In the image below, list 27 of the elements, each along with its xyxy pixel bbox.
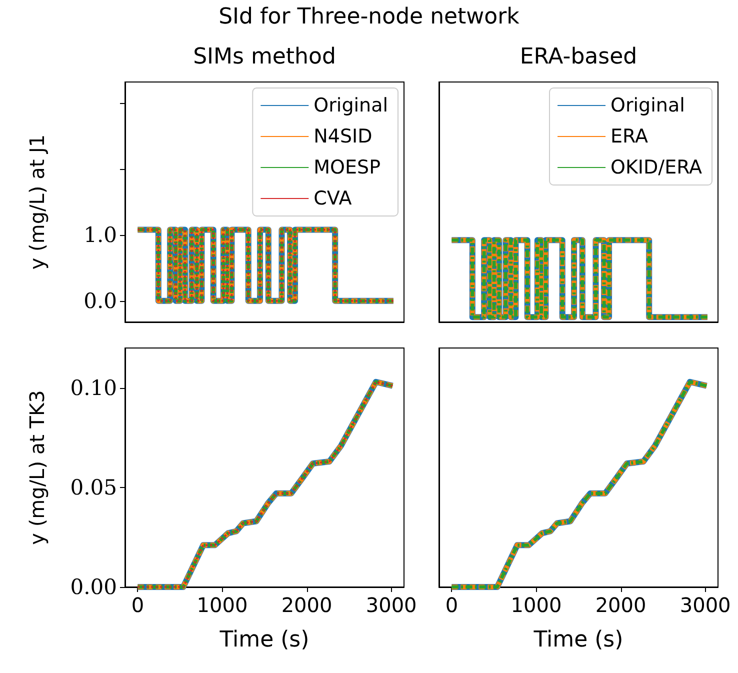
x-tick-label: 3000: [680, 593, 731, 617]
x-tick-label: 1000: [196, 593, 248, 617]
legend-label: OKID/ERA: [610, 156, 702, 178]
x-axis-title: Time (s): [218, 628, 310, 652]
y-tick-label: 0.00: [70, 575, 117, 599]
x-axis-title: Time (s): [532, 628, 624, 652]
x-tick-label: 0: [445, 593, 458, 617]
legend-label: ERA: [610, 126, 648, 148]
chart-title: SIMs method: [193, 44, 336, 70]
x-tick-label: 2000: [281, 593, 332, 617]
chart-title: ERA-based: [520, 44, 638, 70]
legend-label: Original: [610, 94, 685, 116]
legend-label: MOESP: [314, 156, 381, 178]
x-tick-label: 0: [131, 593, 144, 617]
legend-label: Original: [314, 94, 388, 116]
y-tick-label: 0.10: [70, 376, 117, 400]
text: SId for Three-node network: [218, 4, 520, 30]
y-axis-title: y (mg/L) at TK3: [25, 390, 49, 545]
x-tick-label: 3000: [366, 593, 417, 617]
y-axis-title: y (mg/L) at J1: [25, 134, 49, 270]
x-tick-label: 2000: [595, 593, 646, 617]
y-tick-label: 0.0: [84, 288, 117, 313]
y-tick-label: 1.0: [84, 222, 117, 247]
x-tick-label: 1000: [510, 593, 562, 617]
legend-label: CVA: [314, 188, 352, 210]
y-tick-label: 0.05: [70, 475, 117, 500]
legend-label: N4SID: [314, 126, 372, 148]
